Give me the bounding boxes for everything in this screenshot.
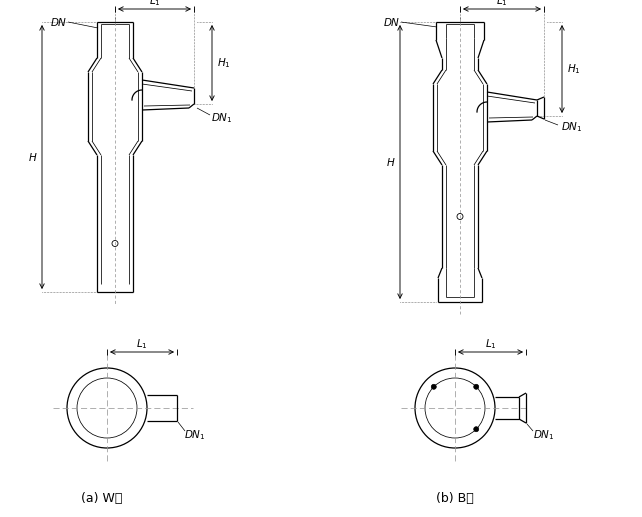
Text: $DN$: $DN$	[383, 16, 400, 28]
Text: $L_1$: $L_1$	[485, 337, 496, 351]
Text: $H_1$: $H_1$	[567, 62, 581, 76]
Text: $DN_1$: $DN_1$	[211, 111, 233, 125]
Text: (a) W型: (a) W型	[82, 492, 123, 505]
Text: $L_1$: $L_1$	[136, 337, 148, 351]
Text: $DN_1$: $DN_1$	[184, 428, 206, 442]
Text: $DN_1$: $DN_1$	[561, 120, 583, 134]
Circle shape	[431, 384, 437, 389]
Circle shape	[474, 427, 479, 432]
Text: $L_1$: $L_1$	[148, 0, 160, 8]
Text: (b) B型: (b) B型	[436, 492, 474, 505]
Text: $H_1$: $H_1$	[217, 56, 231, 70]
Text: $L_1$: $L_1$	[496, 0, 508, 8]
Text: $H$: $H$	[386, 156, 395, 168]
Circle shape	[474, 384, 479, 389]
Text: $H$: $H$	[28, 151, 38, 163]
Text: $DN_1$: $DN_1$	[533, 428, 555, 442]
Text: $DN$: $DN$	[49, 16, 67, 28]
